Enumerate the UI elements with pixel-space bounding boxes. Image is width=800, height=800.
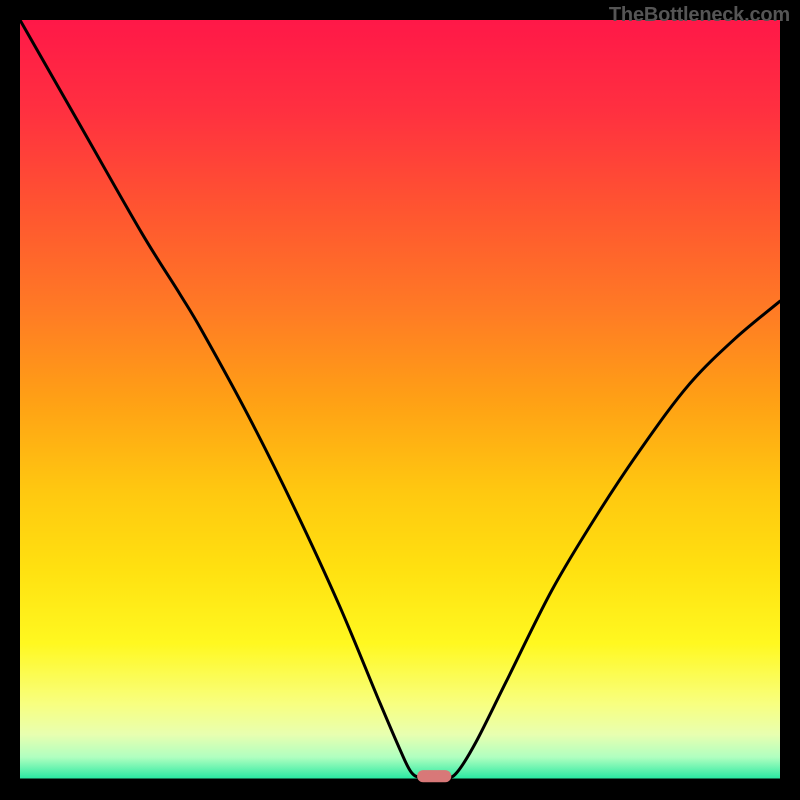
bottleneck-chart: TheBottleneck.com (0, 0, 800, 800)
gradient-background (20, 20, 780, 780)
optimal-marker (417, 770, 451, 782)
chart-svg (0, 0, 800, 800)
watermark-text: TheBottleneck.com (609, 4, 790, 27)
